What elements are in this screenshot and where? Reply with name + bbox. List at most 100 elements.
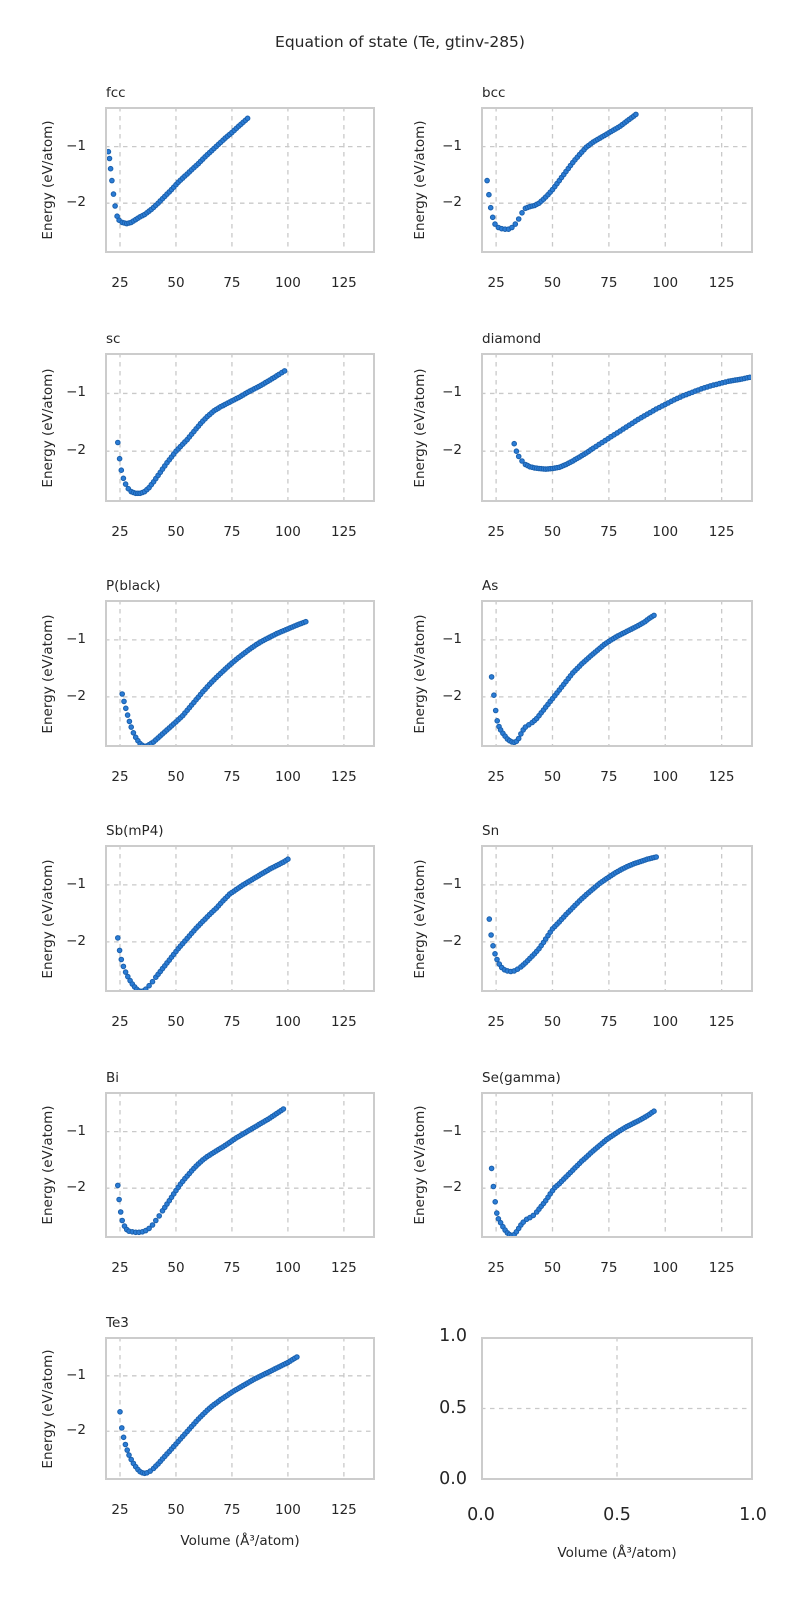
y-tick-label: 0.0 bbox=[439, 1469, 467, 1489]
x-tick-label: 125 bbox=[330, 1260, 357, 1276]
x-tick-label: 25 bbox=[111, 524, 129, 540]
y-tick-label: −2 bbox=[442, 194, 462, 211]
x-tick-label: 75 bbox=[223, 1014, 241, 1030]
grid bbox=[481, 107, 753, 253]
x-tick-label: 125 bbox=[330, 1014, 357, 1030]
plot-border bbox=[105, 845, 375, 992]
subplot-title-diamond: diamond bbox=[482, 331, 542, 347]
x-tick-label: 50 bbox=[167, 275, 185, 291]
data-series bbox=[115, 856, 291, 992]
x-tick-label: 125 bbox=[708, 1260, 735, 1276]
x-tick-label: 125 bbox=[330, 1502, 357, 1518]
y-tick-label: −1 bbox=[442, 384, 462, 401]
x-tick-label: 50 bbox=[167, 769, 185, 785]
plot-border bbox=[105, 1337, 375, 1480]
subplot-title-sb-mp4-: Sb(mP4) bbox=[106, 823, 164, 839]
grid bbox=[105, 1092, 375, 1238]
plot-border bbox=[481, 600, 753, 747]
x-tick-label: 50 bbox=[167, 1014, 185, 1030]
y-axis-label: Energy (eV/atom) bbox=[412, 613, 428, 734]
plot-border bbox=[481, 107, 753, 253]
y-axis-label: Energy (eV/atom) bbox=[412, 120, 428, 240]
x-tick-label: 50 bbox=[543, 769, 562, 785]
y-tick-label: −1 bbox=[66, 137, 86, 154]
subplot-title-bcc: bcc bbox=[482, 85, 506, 101]
y-axis-label: Energy (eV/atom) bbox=[40, 1348, 56, 1469]
y-axis-label: Energy (eV/atom) bbox=[412, 367, 428, 488]
subplot-diamond bbox=[481, 353, 753, 502]
x-tick-label: 50 bbox=[167, 1502, 185, 1518]
grid bbox=[481, 845, 753, 992]
y-tick-label: −1 bbox=[442, 137, 462, 154]
y-tick-label: −2 bbox=[442, 932, 462, 949]
plot-border bbox=[105, 1092, 375, 1238]
y-axis-label: Energy (eV/atom) bbox=[40, 1105, 56, 1225]
data-series bbox=[105, 115, 251, 227]
y-axis-label: Energy (eV/atom) bbox=[40, 367, 56, 488]
x-tick-label: 50 bbox=[543, 524, 562, 540]
x-tick-label: 125 bbox=[708, 524, 735, 540]
x-tick-label: 125 bbox=[708, 769, 735, 785]
x-tick-label: 125 bbox=[330, 769, 357, 785]
x-tick-label: 75 bbox=[600, 1014, 618, 1030]
y-tick-label: −1 bbox=[66, 875, 86, 892]
subplot-sc bbox=[105, 353, 375, 502]
x-tick-label: 25 bbox=[111, 1502, 129, 1518]
x-tick-label: 75 bbox=[600, 524, 618, 540]
x-tick-label: 75 bbox=[223, 524, 241, 540]
x-tick-label: 125 bbox=[708, 275, 735, 291]
x-tick-label: 75 bbox=[600, 275, 618, 291]
subplot-p-black- bbox=[105, 600, 375, 747]
x-tick-label: 75 bbox=[600, 769, 618, 785]
grid bbox=[481, 353, 753, 502]
y-tick-label: −2 bbox=[66, 1422, 86, 1439]
y-axis-label: Energy (eV/atom) bbox=[40, 858, 56, 979]
data-series bbox=[119, 618, 309, 747]
x-tick-label: 50 bbox=[543, 1014, 562, 1030]
x-tick-label: 125 bbox=[330, 275, 357, 291]
x-axis-label: Volume (Å³/atom) bbox=[180, 1533, 300, 1549]
x-tick-label: 125 bbox=[708, 1014, 735, 1030]
y-tick-label: −1 bbox=[66, 1366, 86, 1383]
x-tick-label: 25 bbox=[111, 769, 129, 785]
grid bbox=[105, 107, 375, 253]
x-tick-label: 75 bbox=[223, 769, 241, 785]
grid bbox=[481, 600, 753, 747]
x-tick-label: 50 bbox=[167, 524, 185, 540]
x-tick-label: 25 bbox=[487, 769, 505, 785]
y-tick-label: −2 bbox=[66, 687, 86, 704]
plot-border bbox=[105, 600, 375, 747]
y-axis-label: Energy (eV/atom) bbox=[40, 120, 56, 240]
data-series bbox=[511, 374, 753, 472]
x-tick-label: 100 bbox=[275, 769, 301, 785]
subplot-sb-mp4- bbox=[105, 845, 375, 992]
subplot-se-gamma- bbox=[481, 1092, 753, 1238]
grid bbox=[481, 1337, 753, 1480]
subplot-as bbox=[481, 600, 753, 747]
y-axis-label: Energy (eV/atom) bbox=[412, 858, 428, 979]
plot-border bbox=[481, 1337, 753, 1480]
data-series bbox=[488, 612, 657, 746]
y-tick-label: −2 bbox=[442, 1179, 462, 1196]
subplot-title-fcc: fcc bbox=[106, 85, 126, 101]
subplot-fcc bbox=[105, 107, 375, 253]
x-tick-label: 100 bbox=[652, 1260, 679, 1276]
x-tick-label: 25 bbox=[487, 1014, 505, 1030]
data-series bbox=[486, 854, 659, 975]
x-axis-label: Volume (Å³/atom) bbox=[557, 1545, 677, 1561]
y-tick-label: −1 bbox=[442, 875, 462, 892]
x-tick-label: 25 bbox=[111, 275, 129, 291]
data-series bbox=[115, 1106, 287, 1236]
y-tick-label: 0.5 bbox=[439, 1397, 467, 1418]
x-tick-label: 100 bbox=[275, 1502, 301, 1518]
x-tick-label: 50 bbox=[543, 1260, 562, 1276]
subplot-title-as: As bbox=[482, 578, 499, 594]
x-tick-label: 125 bbox=[330, 524, 357, 540]
data-series bbox=[488, 1108, 657, 1238]
subplot-title-se-gamma-: Se(gamma) bbox=[482, 1070, 561, 1086]
x-tick-label: 0.0 bbox=[467, 1505, 495, 1525]
x-tick-label: 1.0 bbox=[739, 1505, 767, 1525]
plot-border bbox=[481, 845, 753, 992]
x-tick-label: 50 bbox=[543, 275, 562, 291]
